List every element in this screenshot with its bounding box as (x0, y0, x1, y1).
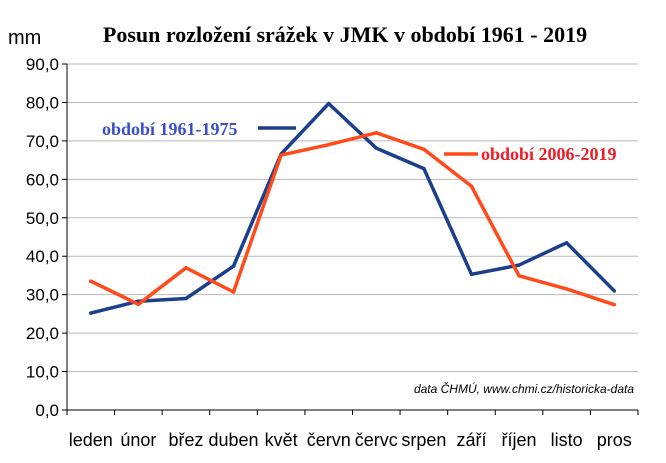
data-point (279, 153, 283, 157)
data-point (612, 289, 616, 293)
data-point (422, 147, 426, 152)
data-point (231, 264, 236, 268)
data-point (517, 263, 521, 267)
data-point (184, 266, 188, 270)
x-tick-label: listo (551, 430, 583, 450)
y-tick-label: 70,0 (26, 132, 59, 151)
data-point (89, 279, 93, 283)
chart-title: Posun rozložení srážek v JMK v období 19… (103, 22, 587, 47)
data-point (469, 272, 474, 277)
x-tick-label: duben (209, 430, 259, 450)
y-tick-label: 20,0 (26, 324, 59, 343)
x-tick-label: srpen (401, 430, 446, 450)
data-point (89, 311, 93, 315)
data-point (184, 296, 188, 301)
series-lines (89, 101, 616, 315)
y-tick-label: 40,0 (26, 247, 59, 266)
x-tick-label: říjen (502, 430, 537, 450)
x-tick-label: leden (69, 430, 113, 450)
data-point (564, 241, 569, 245)
data-point (231, 290, 236, 294)
series-2006-2019-label: období 2006-2019 (481, 144, 617, 164)
y-tick-labels: 0,0 10,0 20,0 30,0 40,0 50,0 60,0 70,0 80,0 90,0 (26, 55, 59, 420)
data-source-annotation: data ČHMÚ, www.chmi.cz/historicka-data (414, 381, 634, 396)
y-axis-unit-label: mm (8, 27, 41, 49)
y-tick-label: 50,0 (26, 209, 59, 228)
data-point (326, 142, 331, 147)
x-tick-label: pros (597, 430, 632, 450)
data-point (612, 302, 616, 307)
data-point (469, 184, 474, 189)
x-tick-label: červn (307, 430, 351, 450)
x-tick-label: květ (265, 430, 298, 450)
data-point (422, 166, 426, 171)
x-tick-label: červc (355, 430, 398, 450)
data-point (564, 287, 569, 291)
y-tick-label: 80,0 (26, 93, 59, 112)
x-tick-labels: leden únor břez duben květ červn červc srpen zář… (69, 430, 632, 450)
data-point (374, 131, 379, 135)
y-tick-label: 60,0 (26, 170, 59, 189)
y-tick-label: 90,0 (26, 55, 59, 74)
series-line-0 (89, 101, 616, 315)
series-1961-1975-label: období 1961-1975 (102, 119, 238, 139)
data-point (374, 146, 379, 150)
data-point (326, 101, 331, 106)
y-tick-label: 10,0 (26, 363, 59, 382)
series-labels: období 1961-1975 období 2006-2019 (102, 119, 617, 164)
x-tick-label: únor (120, 430, 156, 450)
data-point (517, 274, 521, 278)
axes (66, 64, 639, 415)
y-tick-label: 0,0 (35, 401, 59, 420)
y-tick-label: 30,0 (26, 286, 59, 305)
series-line-1 (89, 131, 616, 307)
gridlines (62, 63, 638, 411)
data-point (136, 302, 141, 307)
x-tick-label: září (456, 430, 486, 450)
x-tick-label: břez (168, 430, 203, 450)
